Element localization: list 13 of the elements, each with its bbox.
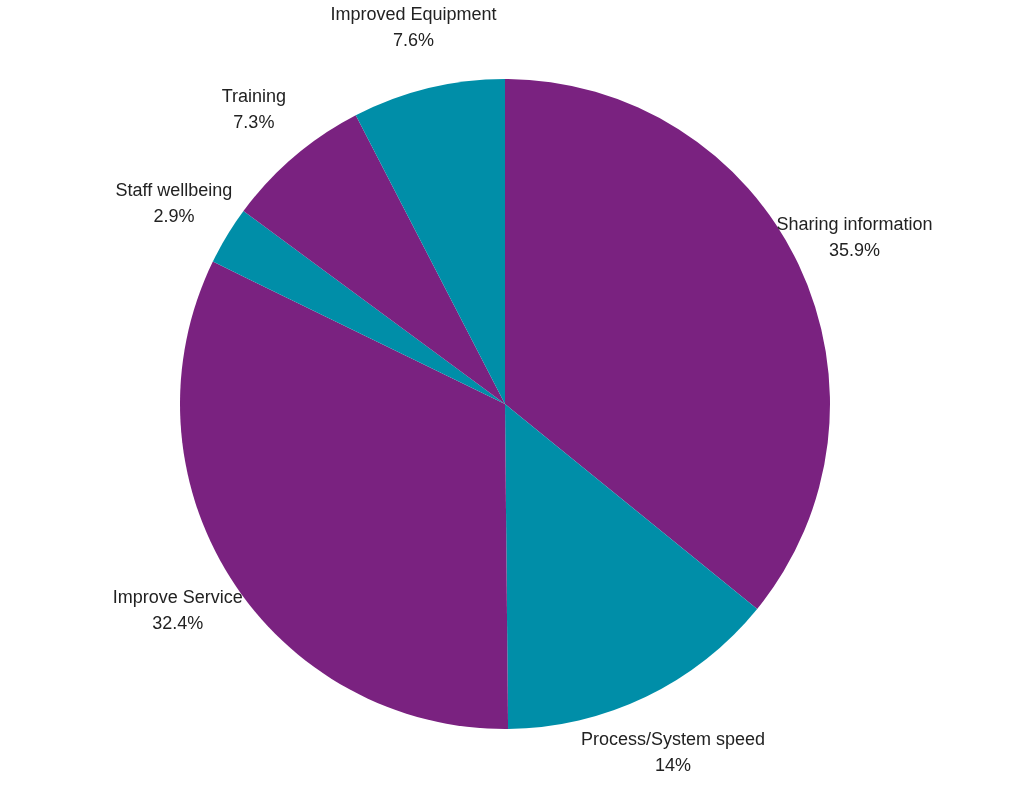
slice-label: Process/System speed xyxy=(580,728,765,749)
slice-label: Sharing information xyxy=(776,213,933,234)
data-label: 32.4% xyxy=(152,612,204,633)
pie-slice xyxy=(505,404,758,729)
slice-label: Improve Service xyxy=(112,586,243,607)
data-label: 7.3% xyxy=(233,111,275,132)
data-label: 7.6% xyxy=(393,29,435,50)
data-label: 14% xyxy=(654,754,691,775)
slice-label: Training xyxy=(221,85,287,106)
slice-label: Staff wellbeing xyxy=(115,179,233,200)
data-label: 2.9% xyxy=(153,205,195,226)
slice-label: Improved Equipment xyxy=(330,3,497,24)
data-label: 35.9% xyxy=(828,239,880,260)
